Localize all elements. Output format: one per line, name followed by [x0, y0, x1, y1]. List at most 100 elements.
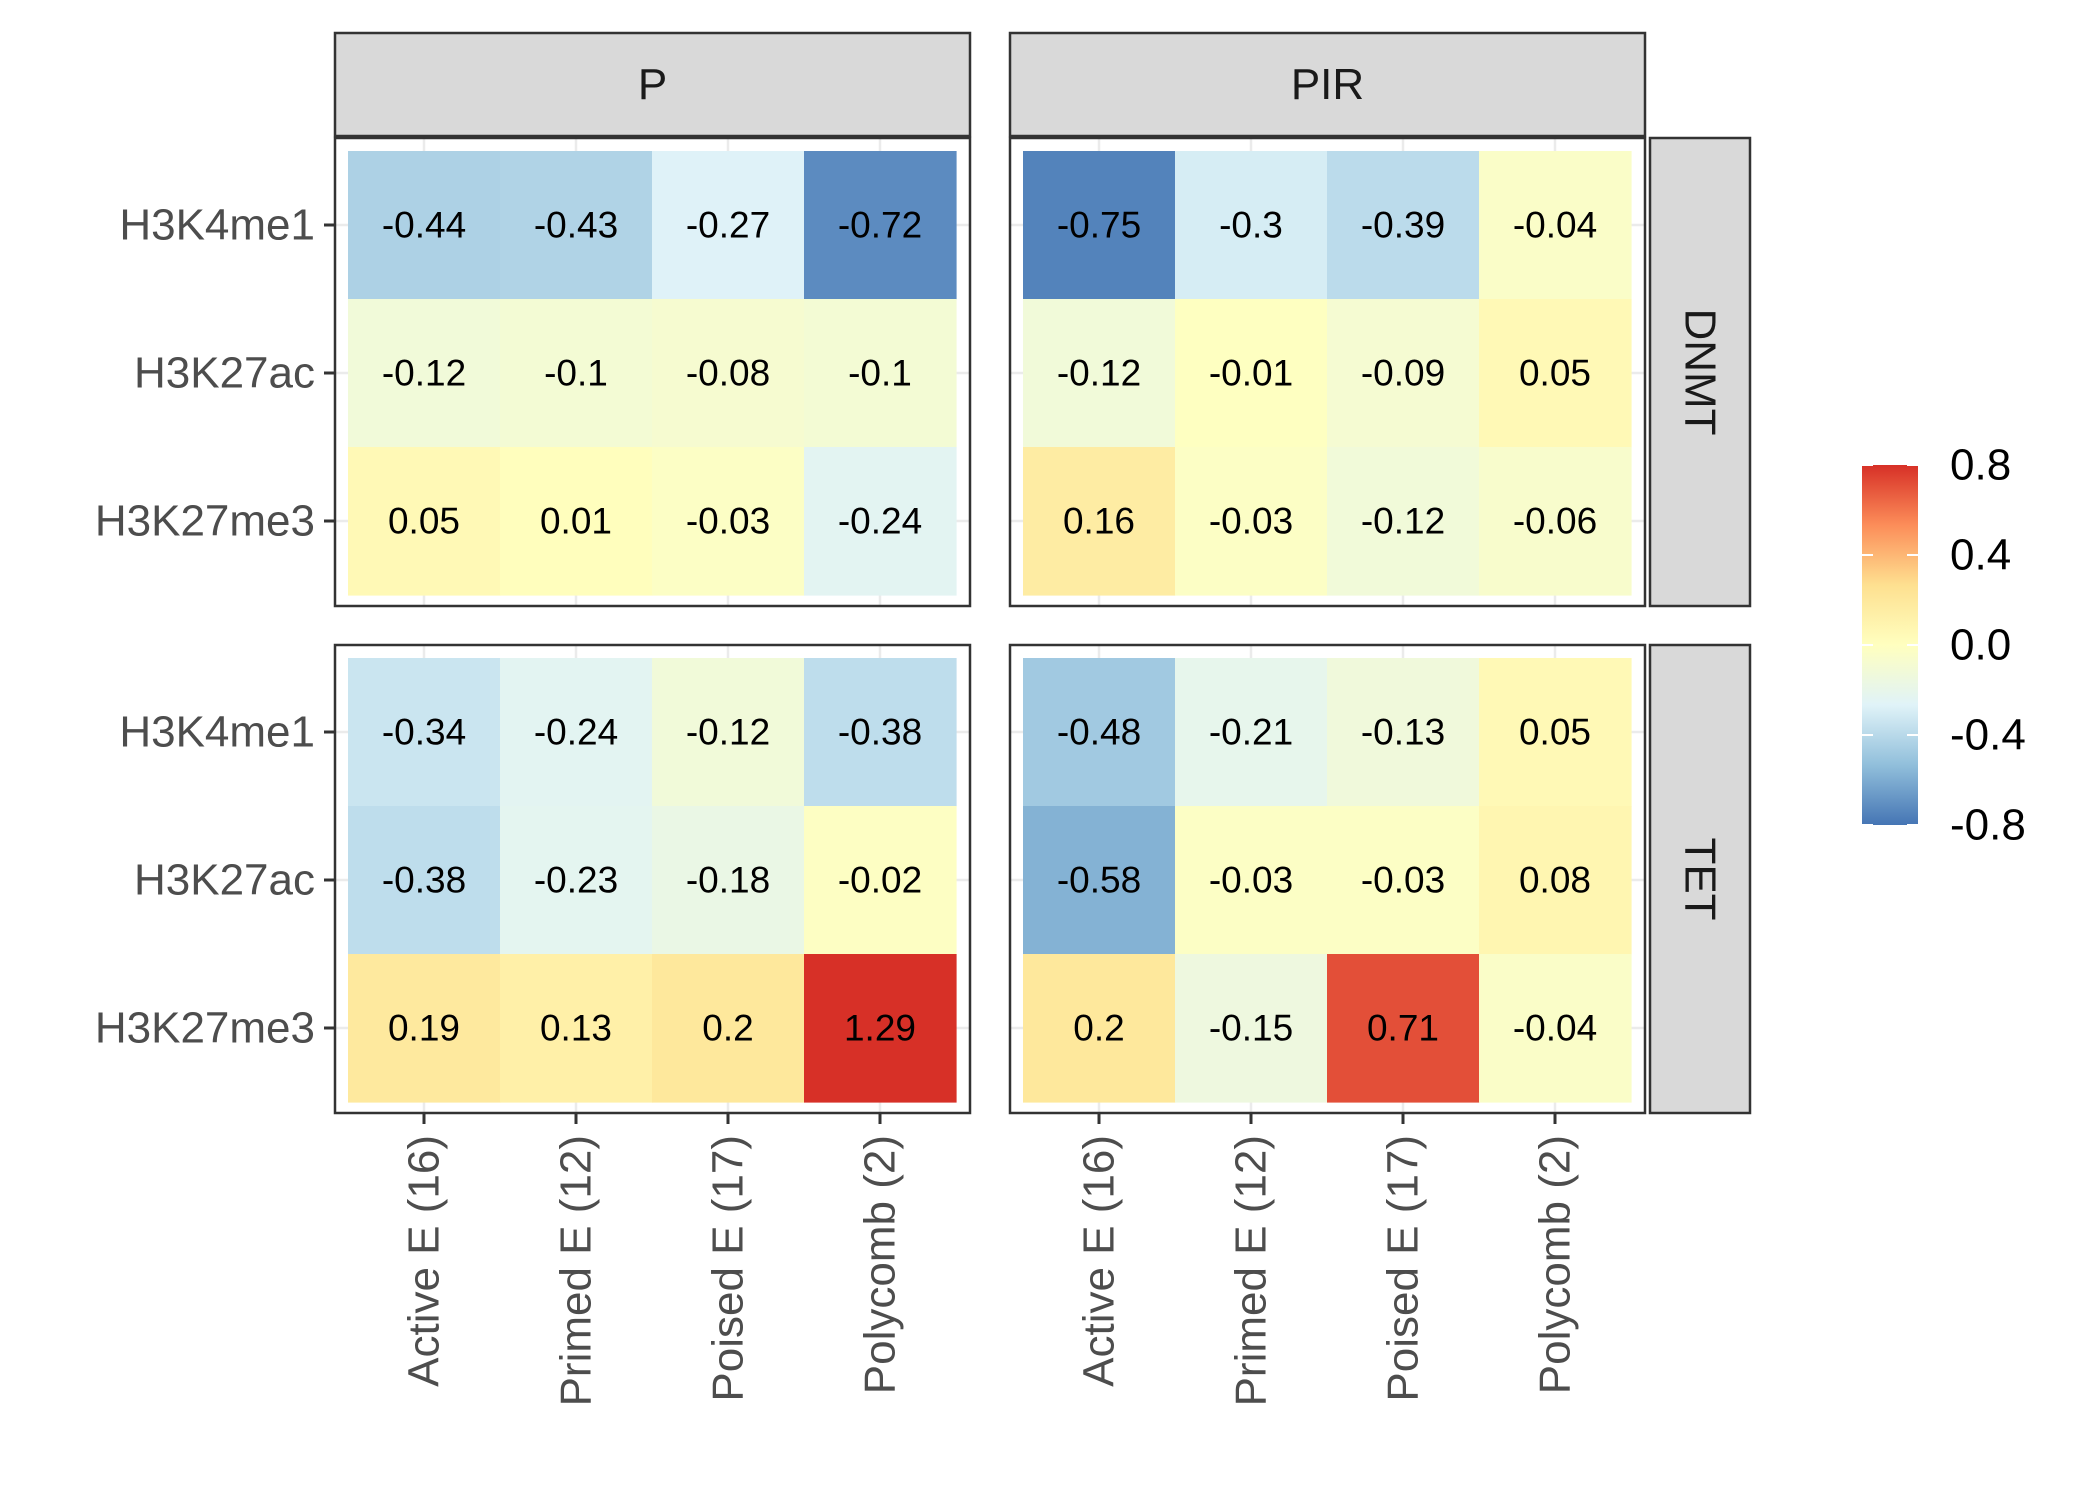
heatmap-cell — [1479, 151, 1632, 300]
cell-value-label: -0.12 — [1361, 501, 1445, 542]
y-axis-label-h3k27me3: H3K27me3 — [95, 497, 315, 546]
cell-value-label: -0.04 — [1513, 1008, 1597, 1049]
heatmap-cell — [1479, 447, 1632, 596]
heatmap-cell — [348, 151, 501, 300]
cell-value-label: -0.18 — [686, 860, 770, 901]
facet-strip-tet — [1648, 643, 1752, 1115]
heatmap-cell — [1023, 806, 1176, 955]
y-axis-label-h3k27me3: H3K27me3 — [95, 1004, 315, 1053]
cell-value-label: -0.06 — [1513, 501, 1597, 542]
heatmap-cell — [1479, 658, 1632, 807]
cell-value-label: -0.34 — [382, 712, 466, 753]
cell-value-label: 0.05 — [1519, 712, 1591, 753]
cell-value-label: -0.03 — [1361, 860, 1445, 901]
axes: H3K4me1 H3K27ac H3K27me3 H3K4me1 H3K27ac H3K2… — [95, 201, 1580, 1407]
heatmap-cell — [1327, 806, 1480, 955]
heatmap-cell — [500, 806, 653, 955]
cell-value-label: 0.16 — [1063, 501, 1135, 542]
color-legend: 0.8 0.4 0.0 -0.4 -0.8 — [1862, 441, 2026, 850]
cell-value-label: -0.23 — [534, 860, 618, 901]
heatmap-cell — [500, 658, 653, 807]
cell-value-label: -0.04 — [1513, 205, 1597, 246]
heatmap-cell — [1175, 658, 1328, 807]
cell-value-label: 0.2 — [702, 1008, 753, 1049]
facet-strip-label-pir: PIR — [1291, 60, 1364, 109]
cell-value-label: -0.12 — [1057, 353, 1141, 394]
heatmap-cell — [804, 447, 957, 596]
legend-tick-label: 0.8 — [1950, 441, 2011, 490]
facet-strip-p — [333, 31, 972, 138]
y-axis-label-h3k4me1: H3K4me1 — [119, 708, 315, 757]
heatmap-cell — [804, 954, 957, 1103]
y-axis-label-h3k4me1: H3K4me1 — [119, 201, 315, 250]
heatmap-cell — [1175, 447, 1328, 596]
x-axis-label-primed-e-12: Primed E (12) — [552, 1135, 601, 1406]
cell-value-label: 1.29 — [844, 1008, 916, 1049]
cell-value-label: -0.03 — [1209, 860, 1293, 901]
heatmap-cell — [348, 299, 501, 448]
facet-strip-pir — [1008, 31, 1647, 138]
cell-value-label: -0.27 — [686, 205, 770, 246]
heatmap-cell — [652, 658, 805, 807]
heatmap-cell — [652, 806, 805, 955]
cell-value-label: -0.08 — [686, 353, 770, 394]
heatmap-cell — [804, 299, 957, 448]
y-axis-label-h3k27ac: H3K27ac — [134, 856, 315, 905]
heatmap-cell — [1327, 658, 1480, 807]
x-axis-label-primed-e-12: Primed E (12) — [1227, 1135, 1276, 1406]
cell-value-label: -0.48 — [1057, 712, 1141, 753]
heatmap-cell — [348, 806, 501, 955]
cell-value-label: -0.13 — [1361, 712, 1445, 753]
heatmap-cell — [500, 954, 653, 1103]
heatmap-cell — [1175, 151, 1328, 300]
cell-value-label: -0.12 — [382, 353, 466, 394]
heatmap-cell — [1327, 151, 1480, 300]
heatmap-cell — [348, 658, 501, 807]
heatmap-cell — [804, 151, 957, 300]
x-axis-label-active-e-16: Active E (16) — [1075, 1135, 1124, 1387]
x-axis-label-polycomb-2: Polycomb (2) — [1531, 1135, 1580, 1394]
panel-border-pir-dnmt — [1008, 136, 1647, 608]
legend-tick-label: 0.4 — [1950, 531, 2011, 580]
heatmap-cell — [652, 954, 805, 1103]
x-axis-label-polycomb-2: Polycomb (2) — [856, 1135, 905, 1394]
heatmap-cell — [652, 299, 805, 448]
facet-strip-dnmt — [1648, 136, 1752, 608]
heatmap-cell — [1479, 954, 1632, 1103]
cell-value-label: -0.12 — [686, 712, 770, 753]
heatmap-cell — [1023, 658, 1176, 807]
heatmap-cell — [1479, 806, 1632, 955]
cell-value-label: -0.43 — [534, 205, 618, 246]
cell-value-label: -0.21 — [1209, 712, 1293, 753]
heatmap-cell — [652, 447, 805, 596]
cell-value-labels: -0.44 -0.43 -0.27 -0.72 -0.12 -0.1 -0.08 -0.1 0.… — [382, 205, 1597, 1049]
heatmap-cell — [1175, 954, 1328, 1103]
cell-value-label: -0.01 — [1209, 353, 1293, 394]
heatmap-cell — [1327, 954, 1480, 1103]
cell-value-label: -0.15 — [1209, 1008, 1293, 1049]
cell-value-label: -0.24 — [534, 712, 618, 753]
heatmap-cell — [1327, 299, 1480, 448]
heatmap-cell — [804, 806, 957, 955]
x-axis-label-poised-e-17: Poised E (17) — [1379, 1135, 1428, 1402]
cell-value-label: -0.03 — [686, 501, 770, 542]
x-axis-label-poised-e-17: Poised E (17) — [704, 1135, 753, 1402]
heatmap-cell — [652, 151, 805, 300]
facet-strip-label-dnmt: DNMT — [1676, 308, 1725, 435]
cell-value-label: -0.75 — [1057, 205, 1141, 246]
cell-value-label: -0.1 — [848, 353, 912, 394]
cell-value-label: 0.01 — [540, 501, 612, 542]
cell-value-label: -0.09 — [1361, 353, 1445, 394]
facet-strips: P PIR DNMT TET — [333, 31, 1752, 1115]
cell-value-label: -0.44 — [382, 205, 466, 246]
cell-value-label: -0.38 — [382, 860, 466, 901]
cell-value-label: -0.3 — [1219, 205, 1283, 246]
heatmap-cell — [1023, 299, 1176, 448]
x-axis-label-active-e-16: Active E (16) — [400, 1135, 449, 1387]
heatmap-cell — [500, 299, 653, 448]
heatmap-cells — [348, 151, 1632, 1103]
cell-value-label: 0.05 — [388, 501, 460, 542]
heatmap-cell — [1327, 447, 1480, 596]
cell-value-label: 0.13 — [540, 1008, 612, 1049]
